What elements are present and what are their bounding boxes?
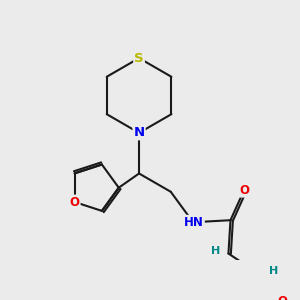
Text: H: H [211, 247, 220, 256]
Text: H: H [268, 266, 278, 276]
Text: O: O [70, 196, 80, 208]
Text: O: O [240, 184, 250, 196]
Text: N: N [134, 126, 145, 140]
Text: S: S [134, 52, 144, 64]
Text: O: O [277, 295, 287, 300]
Text: HN: HN [184, 216, 204, 229]
